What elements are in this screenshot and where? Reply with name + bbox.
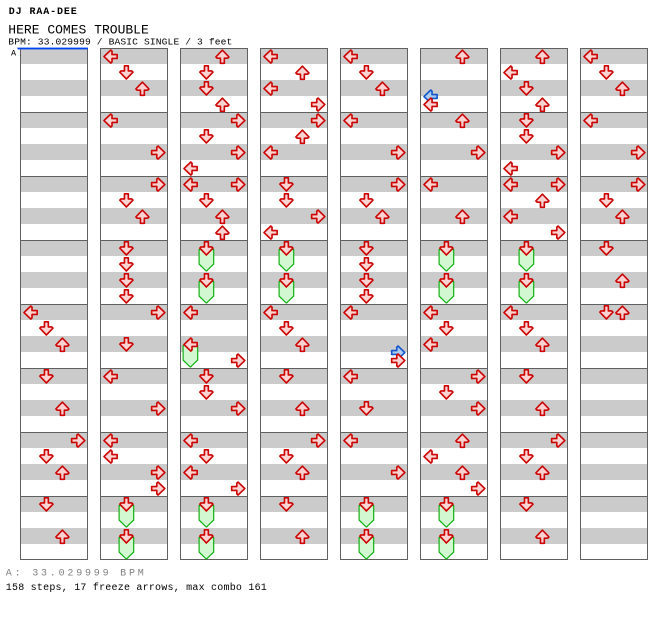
- svg-text:A: A: [11, 48, 17, 58]
- svg-text:DJ RAA-DEE: DJ RAA-DEE: [9, 7, 77, 18]
- svg-text:158 steps, 17 freeze arrows, m: 158 steps, 17 freeze arrows, max combo 1…: [6, 582, 267, 594]
- svg-text:HERE COMES TROUBLE: HERE COMES TROUBLE: [8, 23, 149, 38]
- svg-text:BPM: 33.029999 / BASIC SINGLE: BPM: 33.029999 / BASIC SINGLE / 3 feet: [8, 36, 232, 47]
